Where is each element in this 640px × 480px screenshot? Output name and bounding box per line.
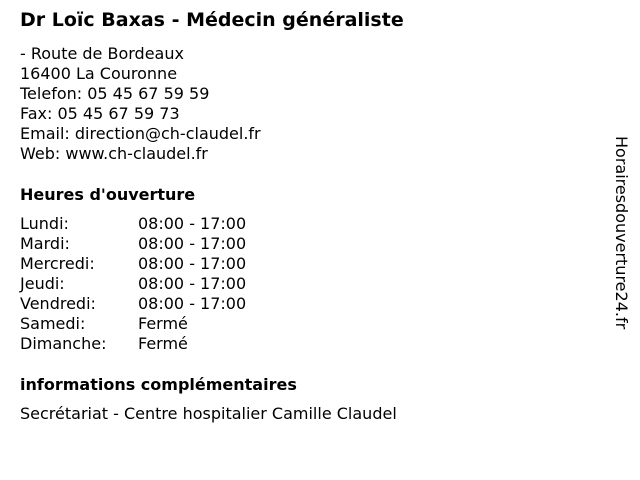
info-text: Secrétariat - Centre hospitalier Camille…	[20, 404, 397, 423]
watermark: Horairesdouverture24.fr	[612, 136, 631, 330]
day: Dimanche:	[20, 334, 107, 353]
info-heading: informations complémentaires	[20, 375, 297, 394]
day: Vendredi:	[20, 294, 96, 313]
hours-row: Jeudi: 08:00 - 17:00	[20, 274, 246, 294]
hours-row: Mardi: 08:00 - 17:00	[20, 234, 246, 254]
hours-row: Lundi: 08:00 - 17:00	[20, 214, 246, 234]
hours-row: Vendredi: 08:00 - 17:00	[20, 294, 246, 314]
time: 08:00 - 17:00	[138, 294, 247, 313]
contact-block: - Route de Bordeaux 16400 La Couronne Te…	[20, 44, 261, 164]
time: Fermé	[138, 334, 188, 353]
hours-table: Lundi: 08:00 - 17:00 Mardi: 08:00 - 17:00 …	[20, 214, 246, 354]
day: Jeudi:	[20, 274, 65, 293]
day: Samedi:	[20, 314, 86, 333]
time: 08:00 - 17:00	[138, 234, 247, 253]
street: - Route de Bordeaux	[20, 44, 184, 63]
website[interactable]: Web: www.ch-claudel.fr	[20, 144, 208, 163]
fax: Fax: 05 45 67 59 73	[20, 104, 180, 123]
city: 16400 La Couronne	[20, 64, 178, 83]
day: Mercredi:	[20, 254, 95, 273]
hours-heading: Heures d'ouverture	[20, 185, 196, 204]
time: 08:00 - 17:00	[138, 214, 247, 233]
hours-row: Dimanche: Fermé	[20, 334, 246, 354]
time: 08:00 - 17:00	[138, 254, 247, 273]
email[interactable]: Email: direction@ch-claudel.fr	[20, 124, 261, 143]
time: 08:00 - 17:00	[138, 274, 247, 293]
day: Lundi:	[20, 214, 69, 233]
hours-row: Samedi: Fermé	[20, 314, 246, 334]
phone: Telefon: 05 45 67 59 59	[20, 84, 210, 103]
page-title: Dr Loïc Baxas - Médecin généraliste	[20, 9, 404, 31]
day: Mardi:	[20, 234, 70, 253]
time: Fermé	[138, 314, 188, 333]
hours-row: Mercredi: 08:00 - 17:00	[20, 254, 246, 274]
